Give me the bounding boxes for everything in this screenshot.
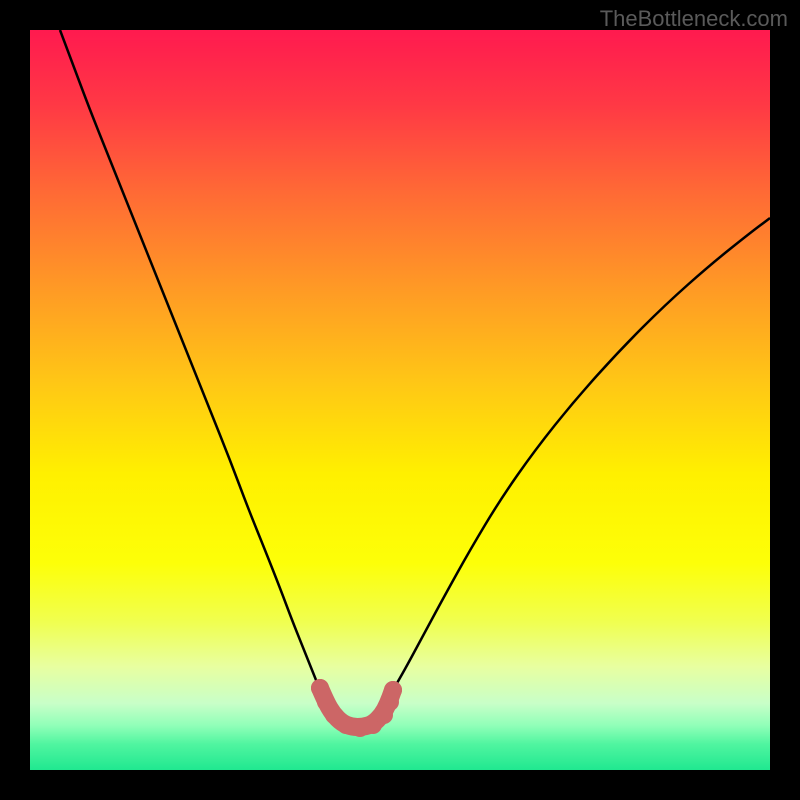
right-curve xyxy=(393,218,770,690)
left-curve xyxy=(60,30,320,690)
curves-layer xyxy=(30,30,770,770)
watermark-text: TheBottleneck.com xyxy=(600,6,788,32)
plot-area xyxy=(30,30,770,770)
bottom-dots xyxy=(311,679,402,737)
